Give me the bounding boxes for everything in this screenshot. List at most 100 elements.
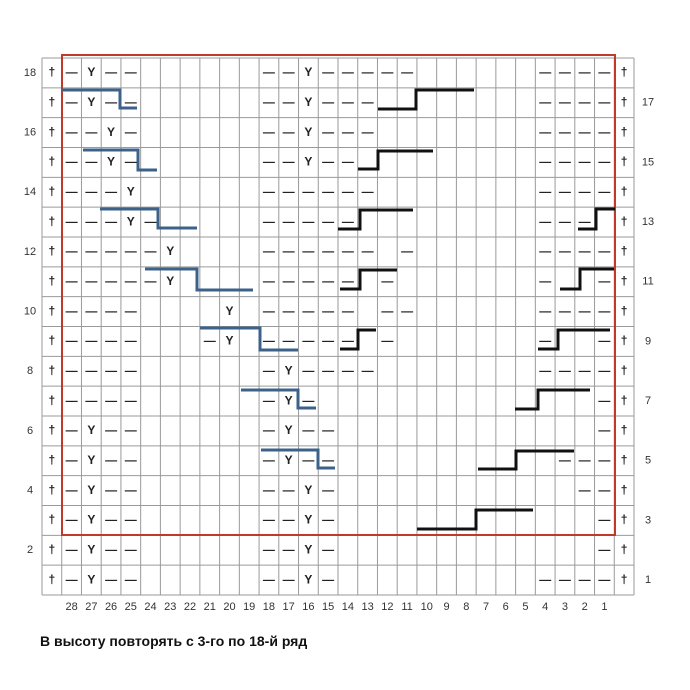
column-number: 5 [522, 601, 528, 613]
stitch-symbol: — [66, 244, 78, 258]
row-number: 18 [24, 67, 36, 79]
stitch-symbol: — [105, 184, 117, 198]
column-number: 25 [125, 601, 137, 613]
row-number: 14 [24, 186, 36, 198]
stitch-symbol: Y [87, 453, 95, 467]
stitch-symbol: — [598, 95, 610, 109]
stitch-symbol: — [105, 363, 117, 377]
stitch-symbol: † [621, 572, 628, 586]
stitch-symbol: — [125, 483, 137, 497]
stitch-symbol: Y [87, 483, 95, 497]
stitch-symbol: — [559, 155, 571, 169]
column-number: 9 [443, 601, 449, 613]
stitch-symbol: — [539, 244, 551, 258]
stitch-symbol: Y [304, 95, 312, 109]
row-number: 3 [645, 514, 651, 526]
stitch-symbol: — [342, 65, 354, 79]
stitch-symbol: — [105, 274, 117, 288]
stitch-symbol: — [66, 483, 78, 497]
stitch-symbol: — [105, 483, 117, 497]
stitch-symbol: Y [304, 65, 312, 79]
stitch-symbol: — [539, 304, 551, 318]
stitch-symbol: — [579, 184, 591, 198]
stitch-symbol: — [283, 184, 295, 198]
stitch-symbol: — [381, 274, 393, 288]
stitch-symbol: — [105, 214, 117, 228]
column-number: 22 [184, 601, 196, 613]
stitch-symbol: — [598, 483, 610, 497]
stitch-symbol: — [125, 423, 137, 437]
stitch-symbol: — [263, 95, 275, 109]
stitch-symbol: — [125, 274, 137, 288]
stitch-symbol: — [105, 304, 117, 318]
stitch-symbol: — [125, 304, 137, 318]
stitch-symbol: † [49, 423, 56, 437]
stitch-symbol: — [322, 572, 334, 586]
stitch-symbol: — [322, 155, 334, 169]
row-number: 17 [642, 97, 654, 109]
stitch-symbol: † [621, 304, 628, 318]
column-number: 24 [144, 601, 156, 613]
stitch-symbol: † [49, 65, 56, 79]
stitch-symbol: — [125, 542, 137, 556]
column-number: 2 [582, 601, 588, 613]
column-number: 1 [601, 601, 607, 613]
stitch-symbol: Y [304, 513, 312, 527]
stitch-symbol: — [125, 334, 137, 348]
column-number: 16 [302, 601, 314, 613]
stitch-symbol: † [621, 513, 628, 527]
stitch-symbol: † [49, 513, 56, 527]
stitch-symbol: — [322, 453, 334, 467]
stitch-symbol: Y [127, 214, 135, 228]
stitch-symbol: Y [87, 95, 95, 109]
stitch-symbol: — [322, 304, 334, 318]
stitch-symbol: — [559, 363, 571, 377]
stitch-symbol: † [621, 483, 628, 497]
stitch-symbol: — [579, 304, 591, 318]
stitch-symbol: † [621, 214, 628, 228]
stitch-symbol: — [283, 125, 295, 139]
stitch-symbol: — [283, 542, 295, 556]
stitch-symbol: — [579, 214, 591, 228]
stitch-symbol: — [263, 513, 275, 527]
stitch-symbol: — [66, 542, 78, 556]
stitch-symbol: — [85, 304, 97, 318]
stitch-symbol: † [49, 95, 56, 109]
stitch-symbol: — [85, 274, 97, 288]
stitch-symbol: — [145, 274, 157, 288]
stitch-symbol: — [125, 453, 137, 467]
stitch-symbol: Y [225, 304, 233, 318]
row-number: 16 [24, 126, 36, 138]
stitch-symbol: — [85, 155, 97, 169]
stitch-symbol: — [322, 274, 334, 288]
stitch-symbol: — [539, 214, 551, 228]
stitch-symbol: — [263, 65, 275, 79]
stitch-symbol: † [49, 304, 56, 318]
stitch-symbol: — [598, 363, 610, 377]
column-number: 19 [243, 601, 255, 613]
stitch-symbol: — [283, 155, 295, 169]
stitch-symbol: † [49, 155, 56, 169]
stitch-symbol: — [125, 513, 137, 527]
stitch-symbol: — [322, 423, 334, 437]
stitch-symbol: — [598, 155, 610, 169]
stitch-symbol: — [598, 393, 610, 407]
stitch-symbol: — [342, 214, 354, 228]
stitch-symbol: — [85, 363, 97, 377]
column-number: 14 [342, 601, 354, 613]
column-number: 12 [381, 601, 393, 613]
column-number: 3 [562, 601, 568, 613]
stitch-symbol: — [302, 244, 314, 258]
stitch-symbol: — [283, 304, 295, 318]
row-number: 6 [27, 425, 33, 437]
stitch-symbol: — [283, 513, 295, 527]
stitch-symbol: † [621, 274, 628, 288]
stitch-symbol: — [342, 125, 354, 139]
column-number: 6 [503, 601, 509, 613]
stitch-symbol: Y [225, 334, 233, 348]
stitch-symbol: — [598, 304, 610, 318]
stitch-symbol: — [302, 304, 314, 318]
column-number: 17 [283, 601, 295, 613]
footer-note: В высоту повторять с 3-го по 18-й ряд [40, 633, 308, 649]
